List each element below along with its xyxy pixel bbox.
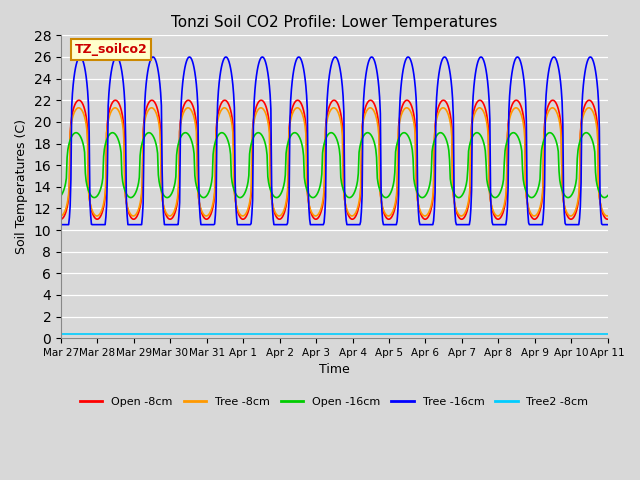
Open -8cm [419, 214, 426, 220]
Open -8cm [402, 98, 410, 104]
Legend: Open -8cm, Tree -8cm, Open -16cm, Tree -16cm, Tree2 -8cm: Open -8cm, Tree -8cm, Open -16cm, Tree -… [76, 392, 593, 411]
Tree -8cm [67, 123, 75, 129]
Open -16cm [417, 194, 424, 200]
Line: Open -16cm: Open -16cm [61, 132, 608, 198]
Tree2 -8cm [401, 332, 408, 337]
Tree -8cm [403, 105, 410, 111]
Tree -8cm [604, 213, 612, 219]
Open -16cm [124, 192, 131, 198]
Tree -16cm [67, 176, 75, 182]
Open -16cm [509, 130, 517, 135]
Text: TZ_soilco2: TZ_soilco2 [75, 43, 147, 56]
Y-axis label: Soil Temperatures (C): Soil Temperatures (C) [15, 119, 28, 254]
Tree2 -8cm [57, 332, 65, 337]
Tree -16cm [180, 74, 188, 80]
Open -8cm [57, 216, 65, 222]
Open -16cm [401, 130, 408, 136]
Open -16cm [208, 179, 216, 185]
Tree2 -8cm [604, 332, 612, 337]
Tree -8cm [124, 203, 131, 209]
Line: Open -8cm: Open -8cm [61, 100, 608, 219]
Open -8cm [179, 106, 186, 112]
Open -8cm [385, 216, 392, 222]
Tree2 -8cm [67, 332, 75, 337]
Title: Tonzi Soil CO2 Profile: Lower Temperatures: Tonzi Soil CO2 Profile: Lower Temperatur… [171, 15, 497, 30]
Tree -16cm [604, 222, 612, 228]
Open -16cm [67, 135, 75, 141]
Tree -16cm [402, 58, 410, 63]
Tree -16cm [149, 54, 157, 60]
Tree -8cm [184, 105, 192, 111]
Open -8cm [403, 97, 411, 103]
Open -16cm [179, 131, 186, 137]
Tree -16cm [417, 222, 425, 228]
Tree -16cm [209, 222, 216, 228]
Open -16cm [604, 192, 612, 198]
Open -8cm [208, 209, 216, 215]
Tree2 -8cm [208, 332, 216, 337]
Tree -8cm [419, 211, 426, 217]
Open -16cm [57, 192, 65, 198]
Tree -16cm [57, 222, 65, 228]
Tree -8cm [209, 200, 217, 206]
Tree -8cm [179, 112, 186, 118]
Tree2 -8cm [124, 332, 131, 337]
Tree -8cm [57, 213, 65, 219]
Tree2 -8cm [179, 332, 186, 337]
Tree -16cm [124, 213, 131, 219]
Tree2 -8cm [417, 332, 424, 337]
X-axis label: Time: Time [319, 363, 349, 376]
Open -8cm [124, 204, 131, 210]
Open -8cm [604, 216, 612, 222]
Open -16cm [492, 195, 499, 201]
Line: Tree -16cm: Tree -16cm [61, 57, 608, 225]
Line: Tree -8cm: Tree -8cm [61, 108, 608, 216]
Tree -8cm [202, 213, 210, 219]
Open -8cm [67, 120, 75, 126]
